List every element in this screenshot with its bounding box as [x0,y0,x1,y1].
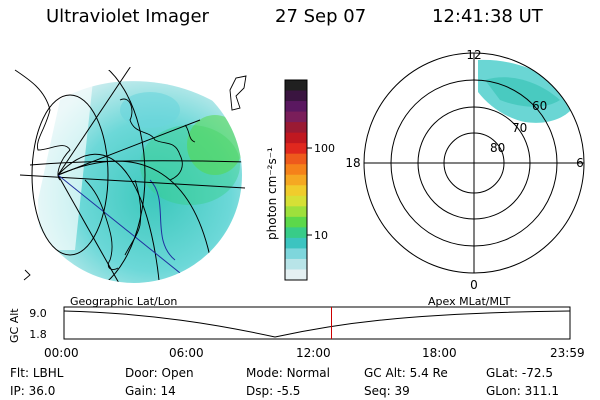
color-scale-stripes [285,80,307,281]
geographic-image [14,67,247,283]
status-door: Door: Open [125,366,194,380]
y-tick-min: 1.8 [29,328,47,341]
timeline-axis-label: GC Alt [8,308,21,343]
altitude-curve [63,310,571,338]
status-gc-alt: GC Alt: 5.4 Re [364,366,448,380]
time-tick-0600: 06:00 [169,346,204,360]
observation-date: 27 Sep 07 [275,6,367,27]
colorbar-stripe [285,248,307,260]
colorbar-stripe [285,174,307,186]
colorbar-stripe [285,206,307,218]
y-tick-max: 9.0 [29,307,47,320]
colorbar-stripe [285,101,307,113]
colorbar-tick-100: 100 [314,142,335,155]
colorbar-stripe [285,111,307,123]
altitude-timeline: 9.0 1.8 GC Alt [8,306,571,343]
coastline-outlines [14,69,247,281]
colorbar-stripe [285,164,307,176]
status-gain: Gain: 14 [125,384,176,398]
colorbar-unit-label: photon cm⁻²s⁻¹ [265,147,279,240]
mlt-label-midnight: 0 [470,278,478,292]
time-tick-0000: 00:00 [44,346,79,360]
status-mode: Mode: Normal [246,366,330,380]
time-tick-1800: 18:00 [422,346,457,360]
status-glon: GLon: 311.1 [486,384,559,398]
observation-time: 12:41:38 UT [432,6,543,27]
status-seq: Seq: 39 [364,384,410,398]
colorbar-stripe [285,80,307,92]
colorbar-stripe [285,258,307,270]
colorbar-stripe [285,237,307,249]
mlt-label-noon: 12 [466,48,481,62]
time-tick-2359: 23:59 [550,346,585,360]
mlat-label-60: 60 [532,99,547,113]
time-tick-1200: 12:00 [296,346,331,360]
instrument-title: Ultraviolet Imager [46,6,209,27]
colorbar-stripe [285,269,307,281]
geographic-label: Geographic Lat/Lon [70,295,178,308]
colorbar-stripe [285,216,307,228]
polar-mlat-mlt-plot: 12 18 6 0 60 70 80 [345,48,585,292]
colorbar-stripe [285,143,307,155]
colorbar-stripe [285,227,307,239]
colorbar-stripe [285,185,307,197]
colorbar-tick-10: 10 [314,229,328,242]
status-dsp: Dsp: -5.5 [246,384,301,398]
colorbar-stripe [285,132,307,144]
color-scale-bar: 100 10 photon cm⁻²s⁻¹ [265,79,335,281]
colorbar-stripe [285,195,307,207]
mlat-label-70: 70 [512,121,527,135]
colorbar-stripe [285,90,307,102]
mlat-label-80: 80 [490,141,505,155]
status-ip: IP: 36.0 [10,384,56,398]
mlt-label-dusk: 18 [345,156,360,170]
mlt-label-dawn: 6 [576,156,584,170]
colorbar-stripe [285,153,307,165]
colorbar-stripe [285,122,307,134]
status-glat: GLat: -72.5 [486,366,553,380]
apex-label: Apex MLat/MLT [428,295,511,308]
status-filter: Flt: LBHL [10,366,64,380]
